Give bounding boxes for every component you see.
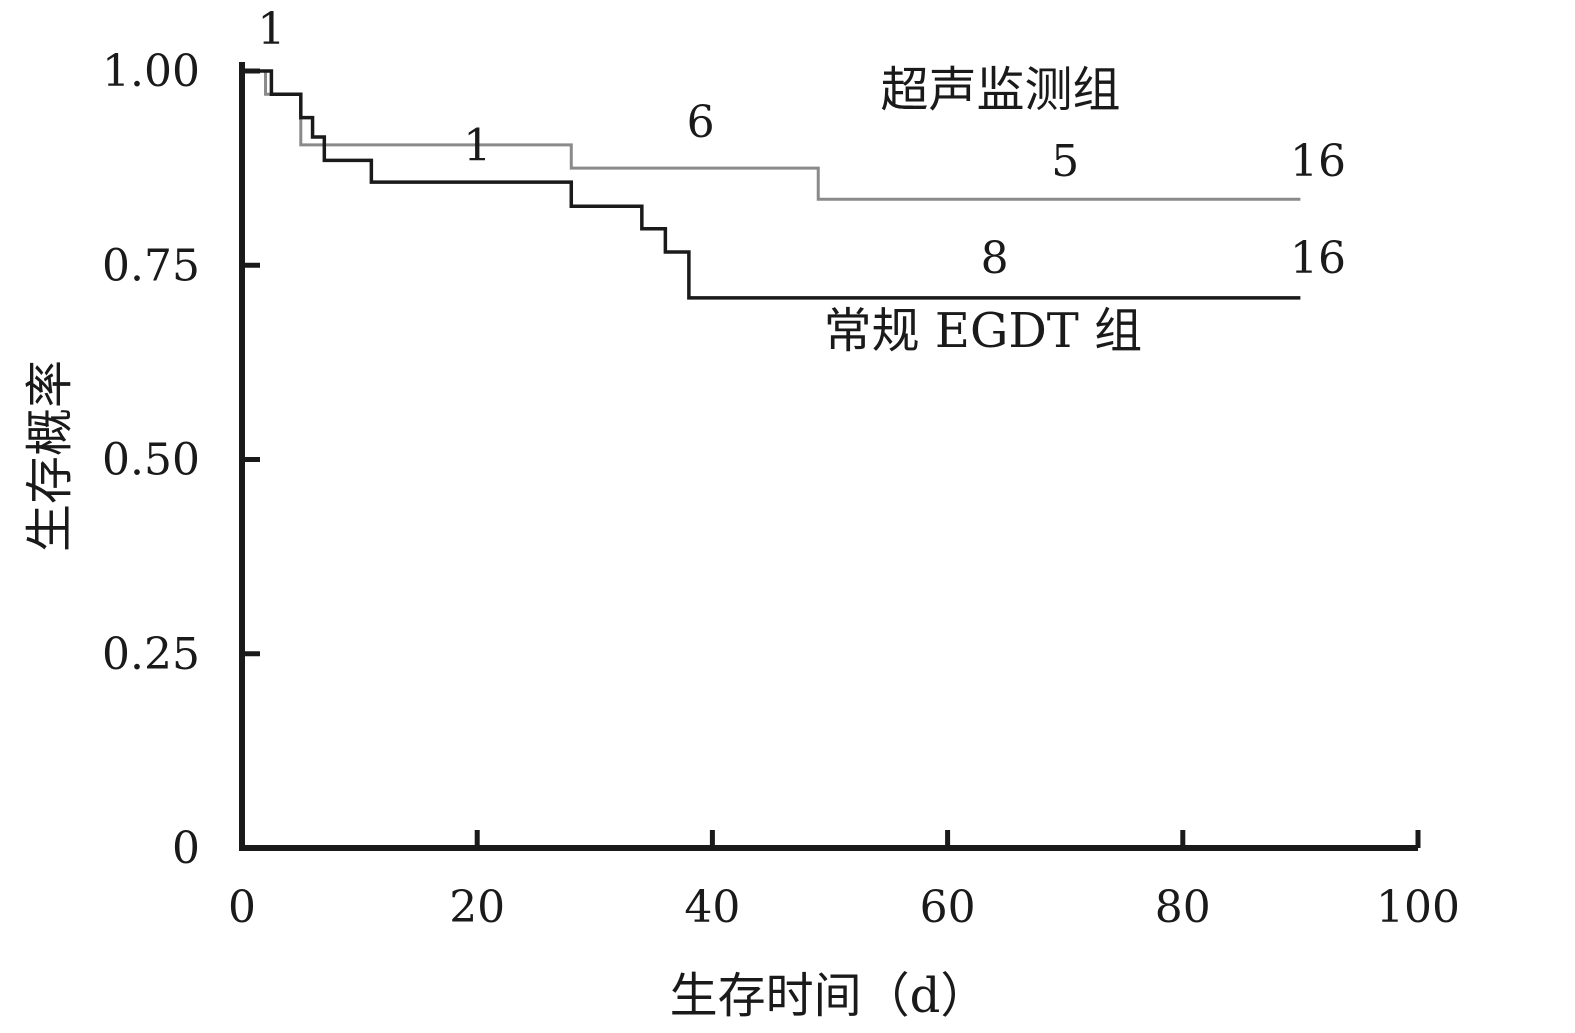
series-line-1	[242, 69, 1301, 201]
x-tick-label-60: 60	[920, 882, 976, 933]
x-axis-title: 生存时间（d）	[670, 968, 989, 1024]
x-tick-label-0: 0	[228, 882, 256, 933]
annotation-7: 16	[1290, 233, 1346, 284]
y-axis-title: 生存概率	[22, 360, 78, 552]
axis-layer: 0 20 40 60 80 100 0 0.25 0.50 0.75 1.00	[102, 46, 1460, 933]
series-layer	[242, 69, 1301, 300]
x-tick-label-100: 100	[1376, 882, 1460, 933]
annotation-5: 16	[1290, 136, 1346, 187]
annotation-1: 1	[257, 4, 285, 55]
series-line-2	[242, 69, 1301, 300]
y-tick-label-0.75: 0.75	[102, 240, 200, 291]
y-tick-label-0: 0	[172, 823, 200, 874]
x-tick-label-40: 40	[684, 882, 740, 933]
annotation-6: 8	[981, 233, 1009, 284]
x-tick-label-80: 80	[1155, 882, 1211, 933]
y-tick-label-0.25: 0.25	[102, 629, 200, 680]
series-label-2: 常规 EGDT 组	[824, 303, 1142, 359]
x-tick-label-20: 20	[449, 882, 505, 933]
y-tick-label-0.50: 0.50	[102, 435, 200, 486]
annotation-2: 1	[463, 120, 491, 171]
y-tick-label-1.00: 1.00	[102, 46, 200, 97]
annotation-3: 6	[687, 97, 715, 148]
series-label-1: 超声监测组	[881, 62, 1121, 118]
annotation-4: 5	[1051, 136, 1079, 187]
